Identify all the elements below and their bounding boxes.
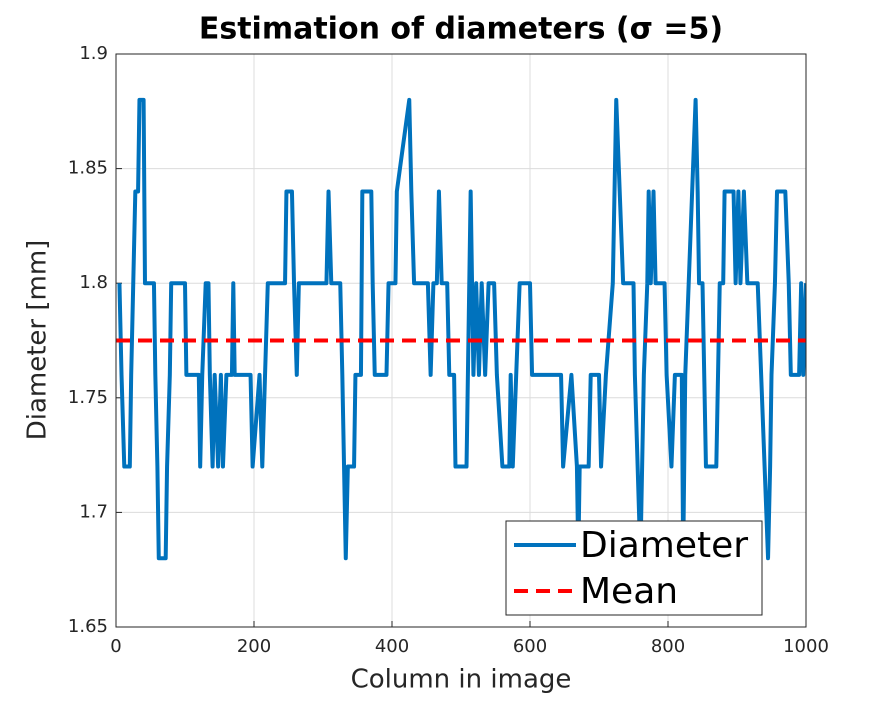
x-tick-label: 200 bbox=[237, 636, 271, 657]
y-tick-label: 1.65 bbox=[68, 616, 108, 637]
y-tick-label: 1.75 bbox=[68, 387, 108, 408]
plot-frame bbox=[115, 53, 807, 628]
x-tick-label: 800 bbox=[651, 636, 685, 657]
y-tick-label: 1.8 bbox=[79, 272, 108, 293]
y-tick-label: 1.7 bbox=[79, 501, 108, 522]
x-tick-label: 400 bbox=[375, 636, 409, 657]
chart-title: Estimation of diameters (σ =5) bbox=[199, 12, 723, 47]
y-axis-label: Diameter [mm] bbox=[23, 240, 53, 441]
series-line bbox=[117, 97, 806, 561]
x-tick-label: 600 bbox=[513, 636, 547, 657]
legend-label: Mean bbox=[580, 571, 678, 612]
x-tick-label: 0 bbox=[110, 636, 121, 657]
x-tick-label: 1000 bbox=[783, 636, 829, 657]
legend-box bbox=[505, 520, 763, 616]
y-tick-label: 1.85 bbox=[68, 158, 108, 179]
y-tick-label: 1.9 bbox=[79, 43, 108, 64]
x-axis-label: Column in image bbox=[351, 665, 572, 695]
legend-label: Diameter bbox=[580, 525, 748, 566]
